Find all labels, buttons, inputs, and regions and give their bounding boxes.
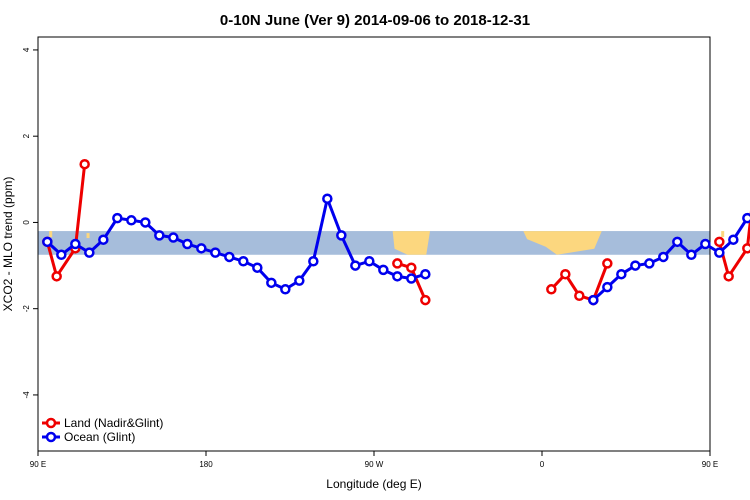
- ocean-data-point: [42, 236, 53, 248]
- legend-ocean-label: Ocean (Glint): [64, 430, 135, 444]
- y-tick-label: -2: [22, 305, 31, 313]
- x-tick-label: 0: [540, 460, 545, 469]
- y-axis: -4 -2 0 2 4: [22, 47, 38, 399]
- ocean-series-line: [46, 197, 426, 291]
- ocean-data-point: [742, 212, 750, 224]
- x-tick-label: 90 E: [702, 460, 718, 469]
- ocean-data-point: [658, 251, 669, 263]
- ocean-data-point: [420, 268, 431, 280]
- ocean-series-line: [592, 216, 750, 302]
- ocean-data-point: [140, 217, 151, 228]
- land-data-point: [714, 236, 725, 248]
- ocean-data-point: [154, 230, 165, 241]
- chart-title: 0-10N June (Ver 9) 2014-09-06 to 2018-12…: [220, 12, 530, 29]
- ocean-data-point: [168, 232, 179, 243]
- land-islands-west-2: [86, 233, 90, 239]
- y-tick-label: -4: [22, 391, 31, 399]
- y-tick-label: 4: [22, 47, 31, 52]
- ocean-data-point: [378, 264, 389, 276]
- ocean-data-point: [238, 256, 249, 267]
- ocean-data-point: [672, 236, 683, 248]
- y-axis-label: XCO2 - MLO trend (ppm): [1, 177, 15, 312]
- ocean-data-point: [196, 243, 207, 254]
- ocean-data-point: [56, 249, 67, 261]
- legend-land-marker: [45, 417, 57, 429]
- ocean-data-point: [210, 247, 221, 258]
- ocean-data-point: [70, 238, 81, 250]
- ocean-data-point: [364, 256, 375, 267]
- ocean-data-point: [84, 247, 95, 258]
- ocean-data-point: [350, 260, 361, 271]
- land-data-point: [560, 268, 571, 280]
- land-shapes: [49, 231, 725, 255]
- legend-ocean-marker: [45, 431, 57, 443]
- ocean-band: [38, 231, 710, 255]
- land-data-point: [574, 290, 585, 301]
- ocean-data-point: [616, 268, 627, 280]
- ocean-data-point: [294, 275, 305, 286]
- ocean-data-point: [182, 238, 193, 250]
- ocean-data-point: [392, 271, 403, 282]
- legend: Land (Nadir&Glint) Ocean (Glint): [42, 416, 163, 444]
- ocean-data-point: [714, 247, 725, 258]
- ocean-data-point: [126, 215, 137, 226]
- land-south-america: [392, 231, 430, 255]
- land-data-point: [602, 258, 613, 269]
- x-tick-label: 180: [199, 460, 213, 469]
- land-series-line: [717, 210, 750, 278]
- land-islands-west: [49, 231, 53, 238]
- land-data-point: [723, 271, 734, 282]
- land-data-point: [406, 262, 417, 273]
- ocean-data-point: [112, 212, 123, 224]
- ocean-data-point: [280, 284, 291, 295]
- land-data-point: [51, 271, 62, 282]
- land-data-point: [742, 243, 750, 254]
- x-axis: 90 E 180 90 W 0 90 E: [30, 451, 718, 469]
- land-data-point: [546, 284, 557, 295]
- land-islands-east: [721, 231, 725, 238]
- x-tick-label: 90 E: [30, 460, 46, 469]
- ocean-data-point: [224, 251, 235, 263]
- ocean-data-point: [644, 258, 655, 269]
- ocean-data-point: [336, 230, 347, 241]
- ocean-data-point: [700, 238, 711, 250]
- ocean-data-point: [252, 262, 263, 273]
- land-africa: [523, 231, 602, 255]
- ocean-data-point: [406, 273, 417, 284]
- y-tick-label: 2: [22, 133, 31, 138]
- ocean-data-point: [322, 193, 333, 204]
- land-series-line: [45, 164, 87, 278]
- x-tick-label: 90 W: [365, 460, 384, 469]
- ocean-data-point: [308, 256, 319, 267]
- land-data-point: [392, 258, 403, 269]
- x-axis-label: Longitude (deg E): [326, 477, 421, 491]
- y-tick-label: 0: [22, 220, 31, 225]
- ocean-data-point: [98, 234, 109, 245]
- ocean-data-point: [602, 281, 613, 293]
- series-layer: [42, 158, 750, 306]
- ocean-data-point: [630, 260, 641, 271]
- ocean-land-band: [38, 231, 725, 255]
- ocean-data-point: [728, 234, 739, 245]
- land-data-point: [79, 158, 90, 170]
- ocean-data-point: [588, 294, 599, 306]
- land-data-point: [420, 294, 431, 306]
- ocean-data-point: [686, 249, 697, 261]
- ocean-data-point: [266, 277, 277, 289]
- legend-land-label: Land (Nadir&Glint): [64, 416, 163, 430]
